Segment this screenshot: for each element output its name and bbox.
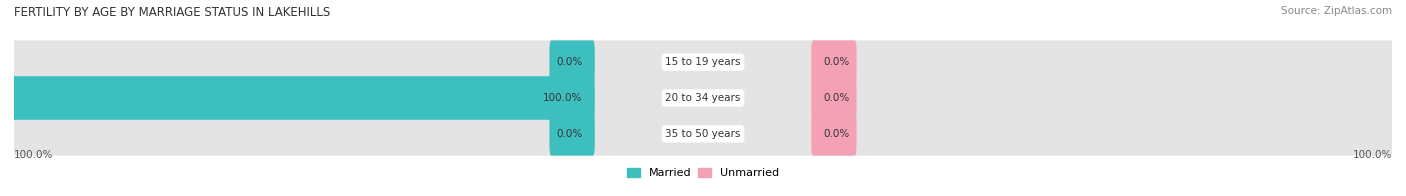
FancyBboxPatch shape (13, 40, 1393, 84)
Text: Source: ZipAtlas.com: Source: ZipAtlas.com (1281, 6, 1392, 16)
Text: 35 to 50 years: 35 to 50 years (665, 129, 741, 139)
FancyBboxPatch shape (13, 112, 1393, 156)
Text: 0.0%: 0.0% (824, 57, 849, 67)
Text: 100.0%: 100.0% (14, 150, 53, 160)
Text: 0.0%: 0.0% (824, 93, 849, 103)
Text: 0.0%: 0.0% (557, 129, 582, 139)
Text: 20 to 34 years: 20 to 34 years (665, 93, 741, 103)
FancyBboxPatch shape (550, 40, 595, 84)
Text: 0.0%: 0.0% (557, 57, 582, 67)
Text: 100.0%: 100.0% (1353, 150, 1392, 160)
FancyBboxPatch shape (811, 112, 856, 156)
FancyBboxPatch shape (13, 76, 595, 120)
FancyBboxPatch shape (811, 40, 856, 84)
Text: 0.0%: 0.0% (824, 129, 849, 139)
FancyBboxPatch shape (13, 76, 1393, 120)
Legend: Married, Unmarried: Married, Unmarried (621, 163, 785, 183)
FancyBboxPatch shape (811, 76, 856, 120)
Text: 15 to 19 years: 15 to 19 years (665, 57, 741, 67)
FancyBboxPatch shape (550, 112, 595, 156)
Text: FERTILITY BY AGE BY MARRIAGE STATUS IN LAKEHILLS: FERTILITY BY AGE BY MARRIAGE STATUS IN L… (14, 6, 330, 19)
Text: 100.0%: 100.0% (543, 93, 582, 103)
